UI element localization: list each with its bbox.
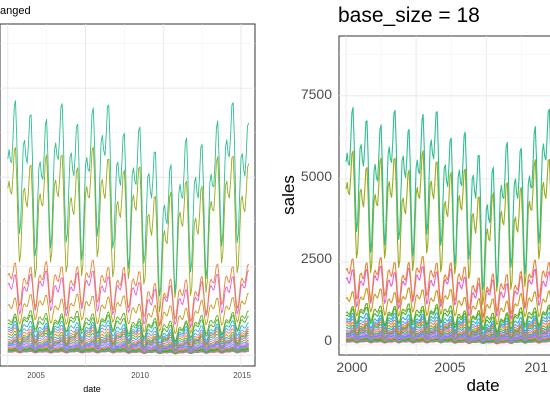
right-y-axis-title: sales <box>279 175 298 215</box>
series-line <box>7 347 249 354</box>
series-line <box>7 314 249 343</box>
series-line <box>7 324 249 346</box>
right-x-tick-label: 2000 <box>336 359 367 375</box>
series-line <box>7 100 250 297</box>
right-x-ticks: 2000 2005 201 <box>336 359 548 375</box>
right-y-tick-label: 2500 <box>301 250 332 266</box>
left-chart-title: anged <box>0 5 31 17</box>
right-y-tick-label: 7500 <box>301 86 332 102</box>
right-series-lines <box>345 106 550 345</box>
series-line <box>345 255 550 317</box>
left-x-tick-label: 2015 <box>233 371 251 380</box>
right-y-tick-label: 5000 <box>301 168 332 184</box>
series-line <box>7 292 250 335</box>
series-line <box>7 339 249 351</box>
series-line <box>345 312 550 335</box>
right-x-tick-label: 201 <box>525 359 549 375</box>
right-x-tick-label: 2005 <box>434 359 465 375</box>
left-series-lines <box>7 100 250 355</box>
left-x-ticks: 2005 2010 2015 <box>27 371 251 380</box>
right-x-axis-title: date <box>466 376 499 395</box>
series-line <box>345 302 550 333</box>
series-line <box>7 335 249 349</box>
series-line <box>345 328 550 340</box>
right-y-tick-label: 0 <box>324 332 332 348</box>
left-x-tick-label: 2010 <box>131 371 149 380</box>
left-chart-panel: anged 2005 2010 2015 date <box>0 5 256 394</box>
series-line <box>7 310 249 342</box>
left-x-tick-label: 2005 <box>27 371 45 380</box>
right-plot-panel <box>338 35 550 356</box>
series-line <box>345 326 550 340</box>
series-line <box>7 320 249 345</box>
right-chart-title: base_size = 18 <box>338 4 480 27</box>
series-line <box>7 347 249 354</box>
series-line <box>345 287 550 326</box>
series-line <box>345 106 550 291</box>
series-line <box>7 259 250 325</box>
series-line <box>345 329 550 341</box>
series-line <box>7 337 249 350</box>
series-line <box>345 150 550 306</box>
series-line <box>7 146 250 313</box>
left-x-axis-title: date <box>83 384 101 394</box>
right-y-ticks: 7500 5000 2500 0 <box>301 86 332 348</box>
right-chart-panel: base_size = 18 7500 5000 2500 0 2000 200… <box>279 4 550 395</box>
